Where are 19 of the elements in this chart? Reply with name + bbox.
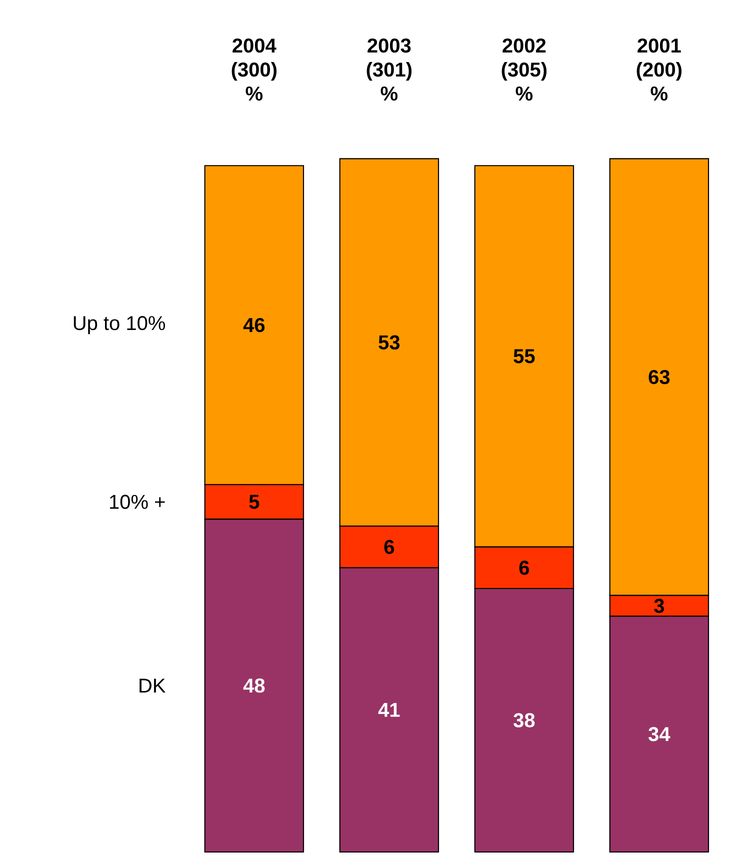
data-label: 55: [514, 349, 535, 364]
data-label: 3: [654, 598, 664, 613]
data-label: 5: [249, 494, 260, 509]
data-label: 48: [243, 678, 265, 693]
x-tick-label: 2004 (300) %: [232, 38, 277, 101]
data-label: 6: [384, 540, 394, 554]
x-tick-label: 2003 (301) %: [366, 38, 412, 101]
data-label: 63: [648, 370, 670, 384]
x-tick-label: 2001 (200) %: [636, 38, 682, 101]
data-label: 53: [378, 335, 400, 350]
data-label: 38: [514, 713, 535, 728]
data-label: 46: [243, 318, 265, 332]
text: 10% +: [110, 494, 165, 509]
series-label: DK: [140, 678, 166, 692]
series-label: Up to 10%: [74, 316, 166, 334]
x-tick-label: 2002 (305) %: [502, 38, 547, 101]
data-label: 41: [378, 702, 400, 717]
data-label: 6: [519, 560, 529, 575]
data-label: 34: [648, 727, 670, 742]
